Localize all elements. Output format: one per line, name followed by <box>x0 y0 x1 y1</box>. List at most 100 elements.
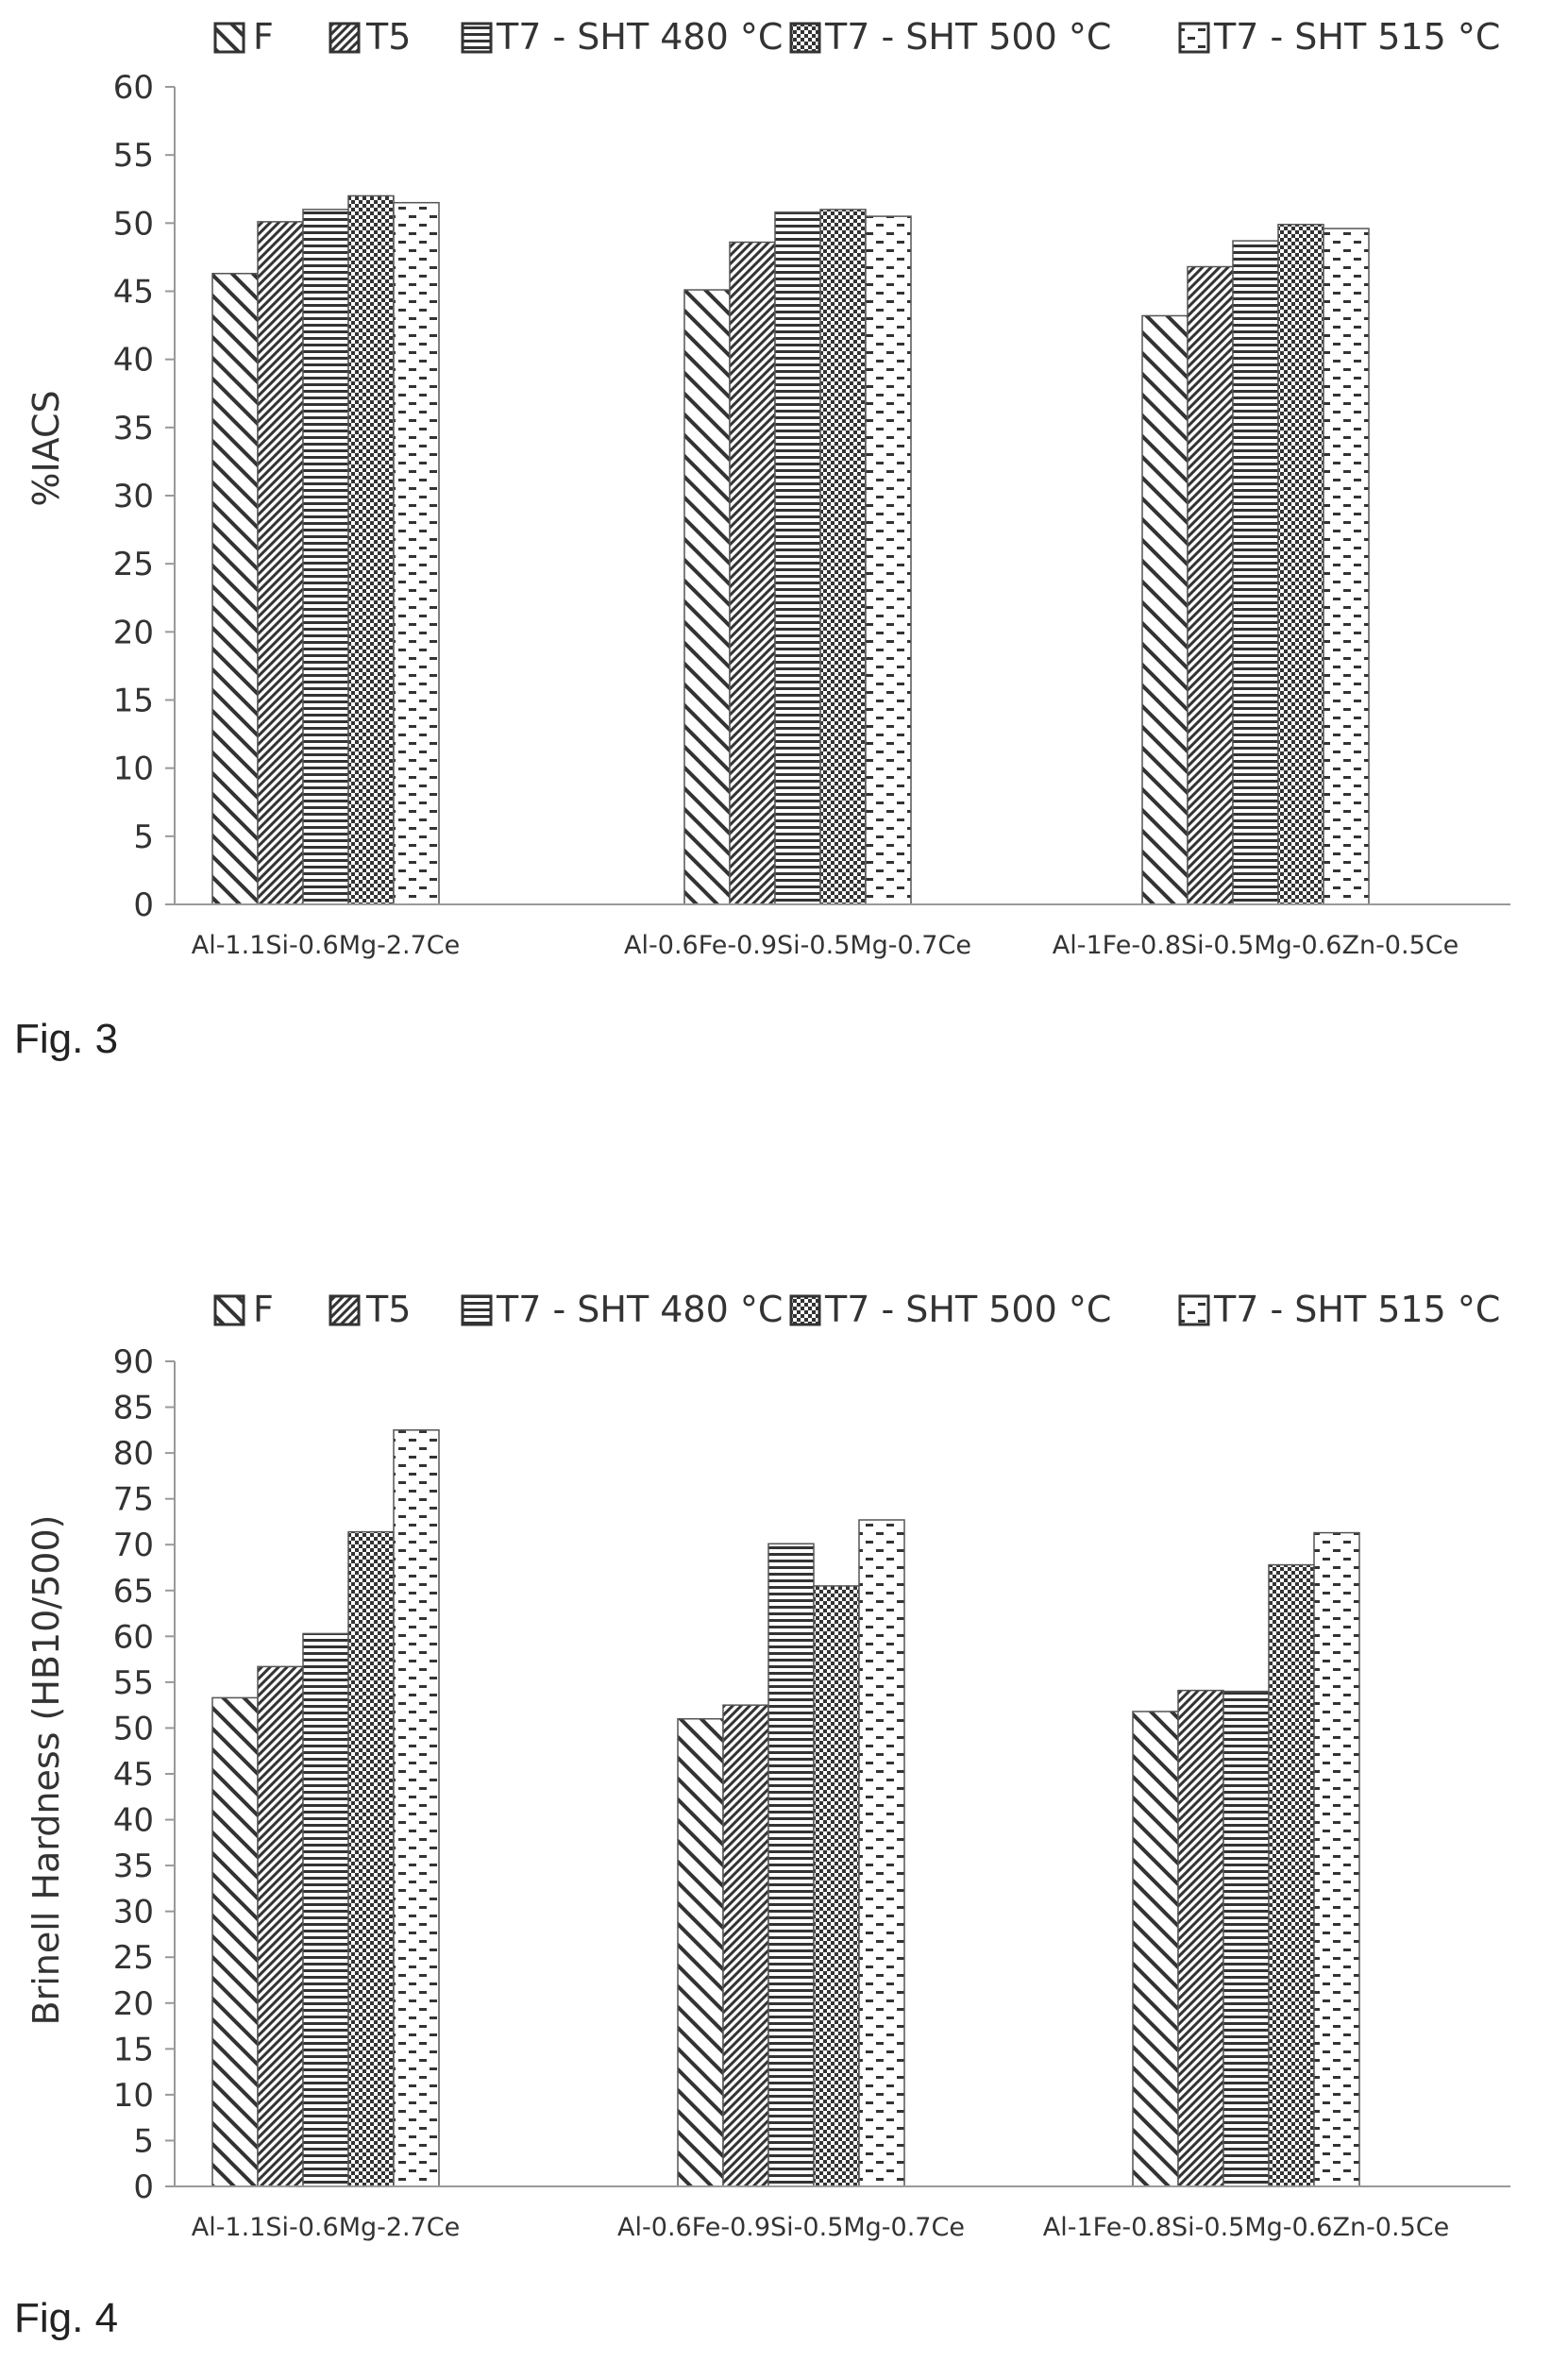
y-tick-label: 65 <box>113 1573 154 1611</box>
legend-item-t7-515: T7 - SHT 515 °C <box>1178 1289 1500 1330</box>
legend-swatch-t7-515 <box>1178 22 1210 54</box>
bar-t5-3 <box>1187 265 1234 905</box>
y-tick-label: 50 <box>113 1710 154 1747</box>
bar-t7-sht-480-c-2 <box>774 211 821 905</box>
bar-t5-2 <box>729 241 776 905</box>
legend-swatch-t7-480 <box>461 1294 493 1326</box>
bars <box>211 194 1370 905</box>
legend: F T5 T7 - SHT 480 °C T7 - SHT 500 °C T7 … <box>213 16 1500 58</box>
bar-f-1 <box>211 1696 259 2187</box>
bar-t5-2 <box>722 1704 769 2187</box>
legend-label-t7-500: T7 - SHT 500 °C <box>824 16 1111 58</box>
y-tick-label: 20 <box>113 614 154 651</box>
legend-item-t7-500: T7 - SHT 500 °C <box>789 16 1111 58</box>
bar-t7-sht-480-c-3 <box>1222 1690 1270 2187</box>
bar-t5-1 <box>257 1665 304 2187</box>
bar-t7-sht-515-c-2 <box>858 1519 905 2187</box>
bar-t7-sht-515-c-3 <box>1323 228 1370 905</box>
bar-t7-sht-515-c-3 <box>1313 1531 1360 2187</box>
y-tick-label: 0 <box>133 886 154 924</box>
category-labels: Al-1.1Si-0.6Mg-2.7Ce Al-0.6Fe-0.9Si-0.5Mg… <box>192 931 1459 960</box>
bar-t7-sht-500-c-3 <box>1268 1563 1315 2187</box>
y-tick-label: 90 <box>113 1343 154 1381</box>
y-tick-label: 25 <box>113 1939 154 1977</box>
y-tick-label: 60 <box>113 69 154 107</box>
chart-fig3: F T5 T7 - SHT 480 °C T7 - SHT 500 °C T7 … <box>14 16 1510 1062</box>
category-label: Al-1Fe-0.8Si-0.5Mg-0.6Zn-0.5Ce <box>1053 931 1458 960</box>
y-tick-label: 45 <box>113 274 154 312</box>
legend-swatch-t5 <box>329 22 361 54</box>
y-tick-label: 15 <box>113 683 154 720</box>
legend-label-f: F <box>253 16 274 58</box>
bar-f-3 <box>1141 314 1189 905</box>
bar-t7-sht-480-c-2 <box>767 1543 815 2187</box>
legend-swatch-t7-480 <box>461 22 493 54</box>
y-tick-label: 30 <box>113 1894 154 1932</box>
y-tick-label: 80 <box>113 1435 154 1473</box>
bar-t5-3 <box>1177 1689 1224 2187</box>
y-tick-label: 70 <box>113 1527 154 1564</box>
legend-item-t7-500: T7 - SHT 500 °C <box>789 1289 1111 1330</box>
legend-swatch-t7-515 <box>1178 1294 1210 1326</box>
legend-item-t5: T5 <box>329 1289 411 1330</box>
figure-caption: Fig. 4 <box>14 2295 118 2341</box>
legend-label-t5: T5 <box>365 16 411 58</box>
legend-item-f: F <box>213 1289 274 1330</box>
bar-t7-sht-515-c-2 <box>865 215 912 905</box>
bar-t7-sht-480-c-3 <box>1232 240 1279 905</box>
y-axis-ticks: 0 5 10 15 20 25 30 35 40 45 50 55 60 65 70 75 80 85 90 <box>113 1343 175 2206</box>
bars <box>211 1429 1360 2187</box>
bar-f-1 <box>211 272 259 905</box>
legend-swatch-f <box>213 22 245 54</box>
category-label: Al-0.6Fe-0.9Si-0.5Mg-0.7Ce <box>617 2213 965 2242</box>
legend-swatch-t7-500 <box>789 1294 821 1326</box>
bar-f-2 <box>677 1717 724 2187</box>
legend-swatch-f <box>213 1294 245 1326</box>
chart-fig4: F T5 T7 - SHT 480 °C T7 - SHT 500 °C T7 … <box>14 1289 1510 2341</box>
bar-t7-sht-500-c-2 <box>819 209 867 905</box>
bar-f-2 <box>683 289 731 905</box>
legend-label-t7-515: T7 - SHT 515 °C <box>1213 16 1500 58</box>
legend-item-t7-480: T7 - SHT 480 °C <box>461 16 783 58</box>
y-tick-label: 35 <box>113 410 154 447</box>
bar-t7-sht-500-c-1 <box>347 1530 395 2187</box>
legend-item-t5: T5 <box>329 16 411 58</box>
y-tick-label: 5 <box>133 2122 154 2160</box>
y-tick-label: 35 <box>113 1847 154 1885</box>
bar-t5-1 <box>257 221 304 905</box>
legend-label-t7-515: T7 - SHT 515 °C <box>1213 1289 1500 1330</box>
figure-caption: Fig. 3 <box>14 1016 118 1062</box>
bar-f-3 <box>1132 1711 1179 2187</box>
y-axis-label: %IACS <box>25 390 67 506</box>
bar-t7-sht-515-c-1 <box>393 1429 440 2187</box>
y-tick-label: 15 <box>113 2031 154 2068</box>
y-tick-label: 10 <box>113 2077 154 2115</box>
legend-item-t7-515: T7 - SHT 515 °C <box>1178 16 1500 58</box>
y-tick-label: 85 <box>113 1390 154 1427</box>
bar-t7-sht-500-c-3 <box>1277 224 1324 905</box>
legend-label-t5: T5 <box>365 1289 411 1330</box>
y-tick-label: 30 <box>113 478 154 515</box>
y-tick-label: 75 <box>113 1481 154 1519</box>
y-axis-ticks: 0 5 10 15 20 25 30 35 40 45 50 55 60 <box>113 69 175 924</box>
y-tick-label: 60 <box>113 1618 154 1656</box>
y-tick-label: 25 <box>113 546 154 583</box>
legend-item-f: F <box>213 16 274 58</box>
category-labels: Al-1.1Si-0.6Mg-2.7Ce Al-0.6Fe-0.9Si-0.5Mg… <box>192 2213 1450 2242</box>
y-tick-label: 0 <box>133 2168 154 2206</box>
legend-label-t7-480: T7 - SHT 480 °C <box>496 1289 783 1330</box>
y-tick-label: 55 <box>113 1664 154 1702</box>
legend-swatch-t5 <box>329 1294 361 1326</box>
legend: F T5 T7 - SHT 480 °C T7 - SHT 500 °C T7 … <box>213 1289 1500 1330</box>
category-label: Al-1Fe-0.8Si-0.5Mg-0.6Zn-0.5Ce <box>1043 2213 1449 2242</box>
category-label: Al-1.1Si-0.6Mg-2.7Ce <box>192 931 461 960</box>
y-tick-label: 5 <box>133 818 154 856</box>
y-axis-label: Brinell Hardness (HB10/500) <box>25 1515 67 2026</box>
y-tick-label: 40 <box>113 342 154 380</box>
bar-t7-sht-480-c-1 <box>302 1632 349 2187</box>
category-label: Al-0.6Fe-0.9Si-0.5Mg-0.7Ce <box>624 931 971 960</box>
y-tick-label: 45 <box>113 1756 154 1794</box>
legend-label-t7-480: T7 - SHT 480 °C <box>496 16 783 58</box>
legend-label-f: F <box>253 1289 274 1330</box>
